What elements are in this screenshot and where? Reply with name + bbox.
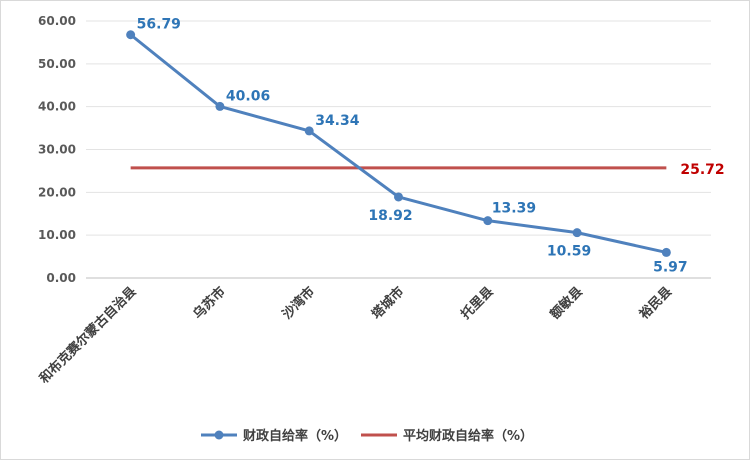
x-tick-label: 沙湾市: [279, 284, 318, 323]
data-point: [215, 101, 225, 111]
y-tick-label: 0.00: [46, 271, 76, 285]
data-label: 13.39: [492, 201, 536, 217]
data-point: [572, 228, 582, 238]
data-point: [126, 30, 136, 40]
data-point: [661, 247, 671, 257]
data-label: 34.34: [315, 113, 360, 129]
x-tick-label: 和布克赛尔蒙古自治县: [36, 284, 139, 387]
data-label: 56.79: [137, 17, 181, 33]
y-tick-label: 30.00: [38, 143, 76, 157]
data-point: [483, 216, 493, 226]
x-tick-label: 额敏县: [547, 284, 586, 323]
data-label: 18.92: [368, 208, 412, 224]
data-point: [394, 192, 403, 202]
x-tick-label: 塔城市: [368, 284, 407, 323]
y-axis: 0.00 10.00 20.00 30.00 40.00 50.00 60.00: [38, 14, 76, 285]
y-tick-label: 20.00: [38, 185, 76, 199]
y-tick-label: 60.00: [38, 14, 76, 28]
data-label: 5.97: [653, 259, 688, 275]
rate-series: [126, 30, 671, 257]
legend: 财政自给率（%） 平均财政自给率（%）: [201, 428, 533, 444]
grid-lines: [86, 20, 711, 279]
data-labels: 25.72 56.79 40.06 34.34 18.92 13.39 10.59 5.97: [137, 17, 725, 276]
x-tick-label: 裕民县: [636, 284, 676, 324]
legend-label-rate: 财政自给率（%）: [243, 428, 347, 444]
y-tick-label: 10.00: [38, 228, 76, 242]
legend-marker-rate: [214, 430, 224, 440]
legend-label-average: 平均财政自给率（%）: [403, 428, 533, 444]
y-tick-label: 50.00: [38, 57, 76, 71]
x-tick-label: 托里县: [458, 284, 497, 323]
x-axis: 和布克赛尔蒙古自治县 乌苏市 沙湾市 塔城市 托里县 额敏县 裕民县: [36, 284, 675, 387]
average-value-label: 25.72: [680, 162, 724, 178]
y-tick-label: 40.00: [38, 100, 76, 114]
data-label: 40.06: [226, 88, 270, 104]
x-tick-label: 乌苏市: [190, 284, 229, 323]
data-point: [304, 126, 314, 136]
data-label: 10.59: [547, 244, 591, 260]
